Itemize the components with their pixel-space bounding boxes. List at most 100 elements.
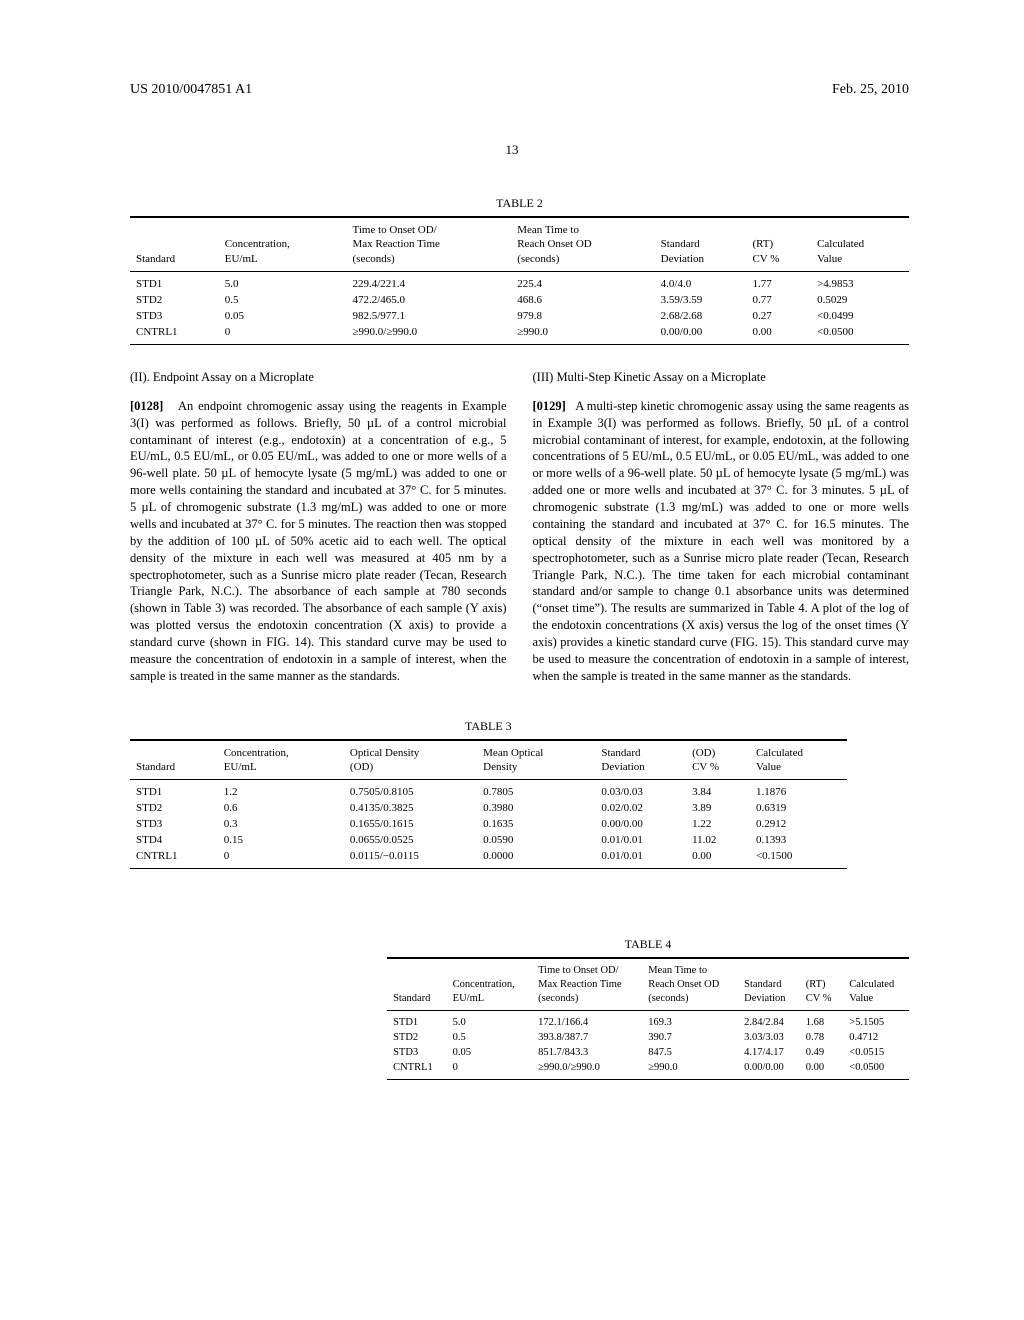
table3-col3: Mean OpticalDensity [477,740,595,780]
table-cell: 0.3980 [477,800,595,816]
table-cell: STD1 [130,271,219,292]
table-cell: 0.1635 [477,816,595,832]
table2: Standard Concentration,EU/mL Time to Ons… [130,216,909,345]
para-num-0129: [0129] [533,399,566,413]
table-cell: CNTRL1 [387,1060,447,1080]
table-cell: 172.1/166.4 [532,1011,642,1031]
table-row: STD15.0172.1/166.4169.32.84/2.841.68>5.1… [387,1011,909,1031]
table-cell: 4.0/4.0 [655,271,747,292]
table-row: STD30.05851.7/843.3847.54.17/4.170.49<0.… [387,1045,909,1060]
page-number: 13 [0,142,1024,158]
table-cell: STD2 [130,292,219,308]
table3-body: STD11.20.7505/0.81050.78050.03/0.033.841… [130,780,847,869]
table-row: STD40.150.0655/0.05250.05900.01/0.0111.0… [130,832,847,848]
table2-body: STD15.0229.4/221.4225.44.0/4.01.77>4.985… [130,271,909,344]
table-row: STD30.05982.5/977.1979.82.68/2.680.27<0.… [130,308,909,324]
body-columns: (II). Endpoint Assay on a Microplate [01… [130,369,909,685]
table2-col6: CalculatedValue [811,217,909,271]
table-cell: STD1 [387,1011,447,1031]
table-cell: 0.78 [800,1030,844,1045]
table-cell: 2.68/2.68 [655,308,747,324]
table-cell: 3.03/3.03 [738,1030,800,1045]
table-cell: 225.4 [511,271,654,292]
table-cell: STD2 [130,800,218,816]
table-cell: STD3 [130,816,218,832]
para-0128-body: An endpoint chromogenic assay using the … [130,399,507,683]
table-cell: 0.27 [746,308,811,324]
table-cell: 0.7505/0.8105 [344,780,477,801]
table-cell: 0.0655/0.0525 [344,832,477,848]
table-cell: 0.4135/0.3825 [344,800,477,816]
table-cell: 0.00/0.00 [738,1060,800,1080]
table-cell: ≥990.0/≥990.0 [532,1060,642,1080]
table-cell: 390.7 [642,1030,738,1045]
table-cell: 0.03/0.03 [595,780,686,801]
table-row: STD11.20.7505/0.81050.78050.03/0.033.841… [130,780,847,801]
table-cell: 3.59/3.59 [655,292,747,308]
table4-col5: (RT)CV % [800,958,844,1010]
table-row: CNTRL10≥990.0/≥990.0≥990.00.00/0.000.00<… [130,324,909,345]
table-cell: 0.00 [746,324,811,345]
table3-col4: StandardDeviation [595,740,686,780]
table-cell: 229.4/221.4 [347,271,512,292]
table3-col5: (OD)CV % [686,740,750,780]
table3-col6: CalculatedValue [750,740,847,780]
table2-col2: Time to Onset OD/Max Reaction Time(secon… [347,217,512,271]
table-cell: 0.49 [800,1045,844,1060]
para-0129: [0129] A multi-step kinetic chromogenic … [533,398,910,685]
table-cell: 0.00 [686,848,750,869]
table-cell: ≥990.0 [642,1060,738,1080]
table-cell: 3.84 [686,780,750,801]
table-cell: 1.22 [686,816,750,832]
table-cell: 0.05 [447,1045,532,1060]
table2-col5: (RT)CV % [746,217,811,271]
table-cell: 393.8/387.7 [532,1030,642,1045]
table3-col1: Concentration,EU/mL [218,740,344,780]
left-column: (II). Endpoint Assay on a Microplate [01… [130,369,507,685]
publication-date: Feb. 25, 2010 [832,82,909,98]
section-iii-title: (III) Multi-Step Kinetic Assay on a Micr… [533,369,910,386]
table-cell: 0.4712 [843,1030,909,1045]
table-cell: 0.77 [746,292,811,308]
table-cell: <0.0500 [843,1060,909,1080]
table-cell: 0.6319 [750,800,847,816]
table-cell: CNTRL1 [130,324,219,345]
table3-container: TABLE 3 Standard Concentration,EU/mL Opt… [130,719,909,870]
page-header: US 2010/0047851 A1 Feb. 25, 2010 [0,0,1024,98]
table-cell: 1.68 [800,1011,844,1031]
table-cell: 468.6 [511,292,654,308]
table-cell: ≥990.0 [511,324,654,345]
table2-col0: Standard [130,217,219,271]
table-cell: 0.2912 [750,816,847,832]
table-cell: 0.02/0.02 [595,800,686,816]
table-row: STD20.5472.2/465.0468.63.59/3.590.770.50… [130,292,909,308]
table-cell: 0.01/0.01 [595,832,686,848]
table2-col3: Mean Time toReach Onset OD(seconds) [511,217,654,271]
table-cell: 5.0 [219,271,347,292]
table-cell: 0.5029 [811,292,909,308]
table-cell: 0.0000 [477,848,595,869]
table-cell: 1.1876 [750,780,847,801]
table-cell: 0.0590 [477,832,595,848]
table-cell: 3.89 [686,800,750,816]
table-row: CNTRL100.0115/−0.01150.00000.01/0.010.00… [130,848,847,869]
table-cell: 472.2/465.0 [347,292,512,308]
table-cell: CNTRL1 [130,848,218,869]
table-row: STD30.30.1655/0.16150.16350.00/0.001.220… [130,816,847,832]
table-cell: 2.84/2.84 [738,1011,800,1031]
table-cell: 0.05 [219,308,347,324]
table4-col3: Mean Time toReach Onset OD(seconds) [642,958,738,1010]
table-cell: 0 [447,1060,532,1080]
table-cell: STD3 [387,1045,447,1060]
table-cell: 0.1393 [750,832,847,848]
table-cell: 982.5/977.1 [347,308,512,324]
table-cell: 0.00 [800,1060,844,1080]
table-cell: 5.0 [447,1011,532,1031]
table-row: CNTRL10≥990.0/≥990.0≥990.00.00/0.000.00<… [387,1060,909,1080]
table2-col4: StandardDeviation [655,217,747,271]
table4-container: TABLE 4 Standard Concentration,EU/mL Tim… [387,937,909,1080]
table2-caption: TABLE 2 [130,196,909,211]
para-0129-body: A multi-step kinetic chromogenic assay u… [533,399,910,683]
table-cell: 169.3 [642,1011,738,1031]
table-cell: STD3 [130,308,219,324]
